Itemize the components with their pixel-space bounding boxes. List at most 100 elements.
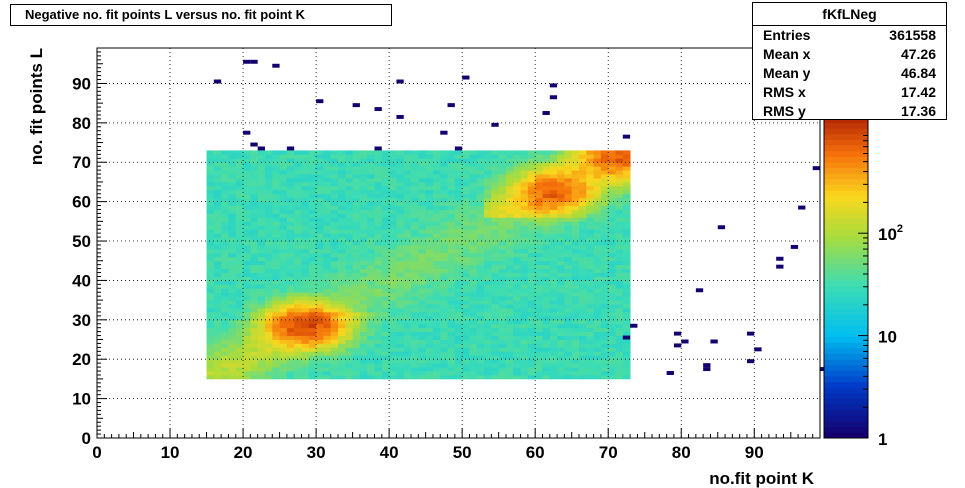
heat-cell — [381, 347, 390, 352]
heat-cell — [308, 347, 317, 352]
heat-cell — [396, 304, 405, 309]
heat-cell — [228, 241, 237, 246]
heat-cell — [484, 256, 492, 262]
heat-cell — [491, 300, 500, 305]
heat-cell — [243, 268, 251, 273]
heat-cell — [411, 343, 419, 348]
heat-cell — [440, 280, 448, 285]
heat-cell — [469, 252, 478, 258]
heat-cell — [257, 371, 266, 376]
heat-cell — [505, 193, 514, 199]
heat-cell — [396, 244, 405, 250]
heat-cell — [564, 166, 573, 171]
heat-cell — [411, 189, 419, 195]
heat-cell — [359, 237, 368, 242]
heat-cell — [250, 374, 259, 380]
heat-cell — [505, 181, 514, 187]
heat-cell — [622, 319, 631, 325]
heat-cell — [381, 181, 390, 187]
heat-cell — [484, 276, 492, 281]
heat-cell — [301, 351, 310, 356]
heat-cell — [549, 343, 558, 348]
heat-cell — [221, 158, 229, 163]
heat-cell — [316, 296, 324, 301]
heat-cell — [374, 158, 383, 163]
heat-cell — [257, 213, 266, 218]
heat-cell — [498, 355, 507, 360]
palette-cell — [824, 291, 868, 298]
heat-cell — [352, 327, 361, 333]
heat-cell — [301, 217, 310, 222]
heat-cell — [235, 221, 244, 226]
heat-cell — [586, 292, 595, 297]
heat-cell — [484, 217, 492, 222]
heat-cell — [381, 233, 390, 238]
heat-cell — [381, 331, 390, 336]
heat-cell — [527, 339, 536, 344]
heat-cell — [608, 170, 616, 175]
heat-cell — [491, 319, 500, 325]
heat-cell — [308, 185, 317, 191]
heat-cell — [542, 355, 551, 360]
heat-cell — [484, 162, 492, 167]
heat-cell — [593, 252, 602, 258]
heat-cell — [557, 252, 565, 258]
heat-cell — [228, 209, 237, 214]
sparse-bin — [790, 244, 799, 249]
heat-cell — [571, 264, 580, 270]
heat-cell — [272, 225, 280, 230]
heat-cell — [432, 178, 441, 183]
heat-cell — [235, 217, 244, 222]
heat-cell — [600, 288, 609, 293]
heat-cell — [396, 311, 405, 317]
heat-cell — [520, 371, 529, 376]
heat-cell — [608, 335, 616, 340]
heat-cell — [469, 268, 478, 273]
heat-cell — [418, 367, 427, 372]
heat-cell — [484, 300, 492, 305]
heat-cell — [418, 162, 427, 167]
heat-cell — [622, 304, 631, 309]
heat-cell — [308, 327, 317, 333]
heat-cell — [403, 181, 412, 187]
heat-cell — [235, 351, 244, 356]
heat-cell — [615, 355, 624, 360]
heat-cell — [294, 256, 302, 262]
heat-cell — [513, 284, 521, 289]
heat-cell — [367, 170, 375, 175]
heat-cell — [286, 335, 295, 340]
palette-cell — [824, 167, 868, 174]
heat-cell — [491, 244, 500, 250]
heat-cell — [374, 319, 383, 325]
heat-cell — [557, 351, 565, 356]
heat-cell — [505, 292, 514, 297]
heat-cell — [330, 359, 339, 364]
heat-cell — [440, 166, 448, 171]
heat-cell — [213, 166, 222, 171]
heat-cell — [476, 319, 485, 325]
heat-cell — [622, 272, 631, 277]
sparse-bin — [710, 339, 718, 344]
heat-cell — [206, 323, 215, 329]
heat-cell — [579, 189, 587, 195]
heat-cell — [286, 252, 295, 258]
heat-cell — [206, 311, 215, 317]
heat-cell — [454, 296, 463, 301]
heat-cell — [469, 288, 478, 293]
heat-cell — [527, 323, 536, 329]
heat-cell — [557, 272, 565, 277]
heat-cell — [520, 343, 529, 348]
heat-cell — [505, 221, 514, 226]
palette-cell — [824, 426, 868, 433]
heat-cell — [381, 343, 390, 348]
heat-cell — [564, 209, 573, 214]
heat-cell — [272, 284, 280, 289]
stats-row-mean-y: Mean y 46.84 — [753, 64, 946, 83]
heat-cell — [425, 308, 434, 313]
heat-cell — [221, 229, 229, 234]
heat-cell — [440, 323, 448, 329]
heat-cell — [330, 280, 339, 285]
heat-cell — [396, 197, 405, 203]
heat-cell — [557, 292, 565, 297]
heat-cell — [330, 205, 339, 210]
